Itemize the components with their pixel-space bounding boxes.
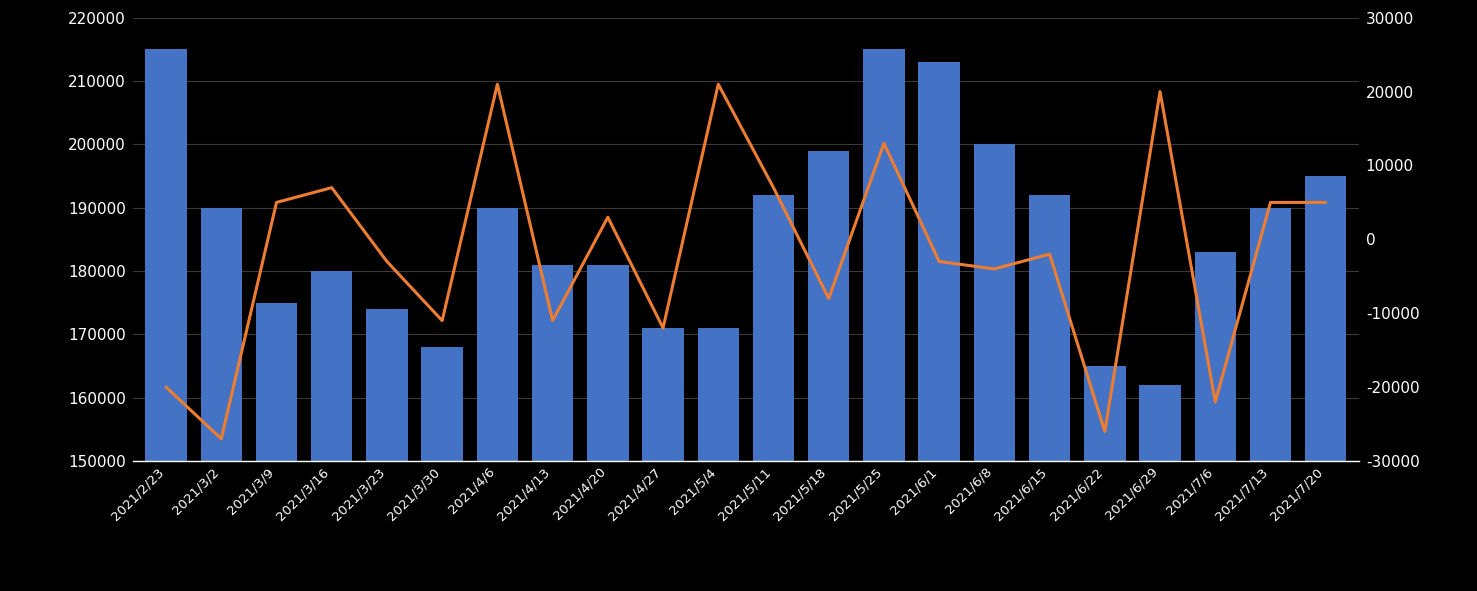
Bar xyxy=(697,328,738,591)
Bar xyxy=(145,50,186,591)
Bar xyxy=(588,265,629,591)
Bar xyxy=(1306,176,1347,591)
Bar xyxy=(256,303,297,591)
Bar xyxy=(477,207,518,591)
Bar xyxy=(1250,207,1291,591)
Bar xyxy=(421,347,462,591)
Bar xyxy=(753,195,795,591)
Bar xyxy=(973,144,1015,591)
Bar xyxy=(919,62,960,591)
Bar xyxy=(1029,195,1071,591)
Bar xyxy=(366,309,408,591)
Bar xyxy=(1139,385,1180,591)
Bar xyxy=(201,207,242,591)
Bar xyxy=(532,265,573,591)
Bar xyxy=(863,50,904,591)
Bar xyxy=(1195,252,1236,591)
Bar xyxy=(312,271,353,591)
Bar xyxy=(1084,366,1125,591)
Bar xyxy=(642,328,684,591)
Bar xyxy=(808,151,849,591)
